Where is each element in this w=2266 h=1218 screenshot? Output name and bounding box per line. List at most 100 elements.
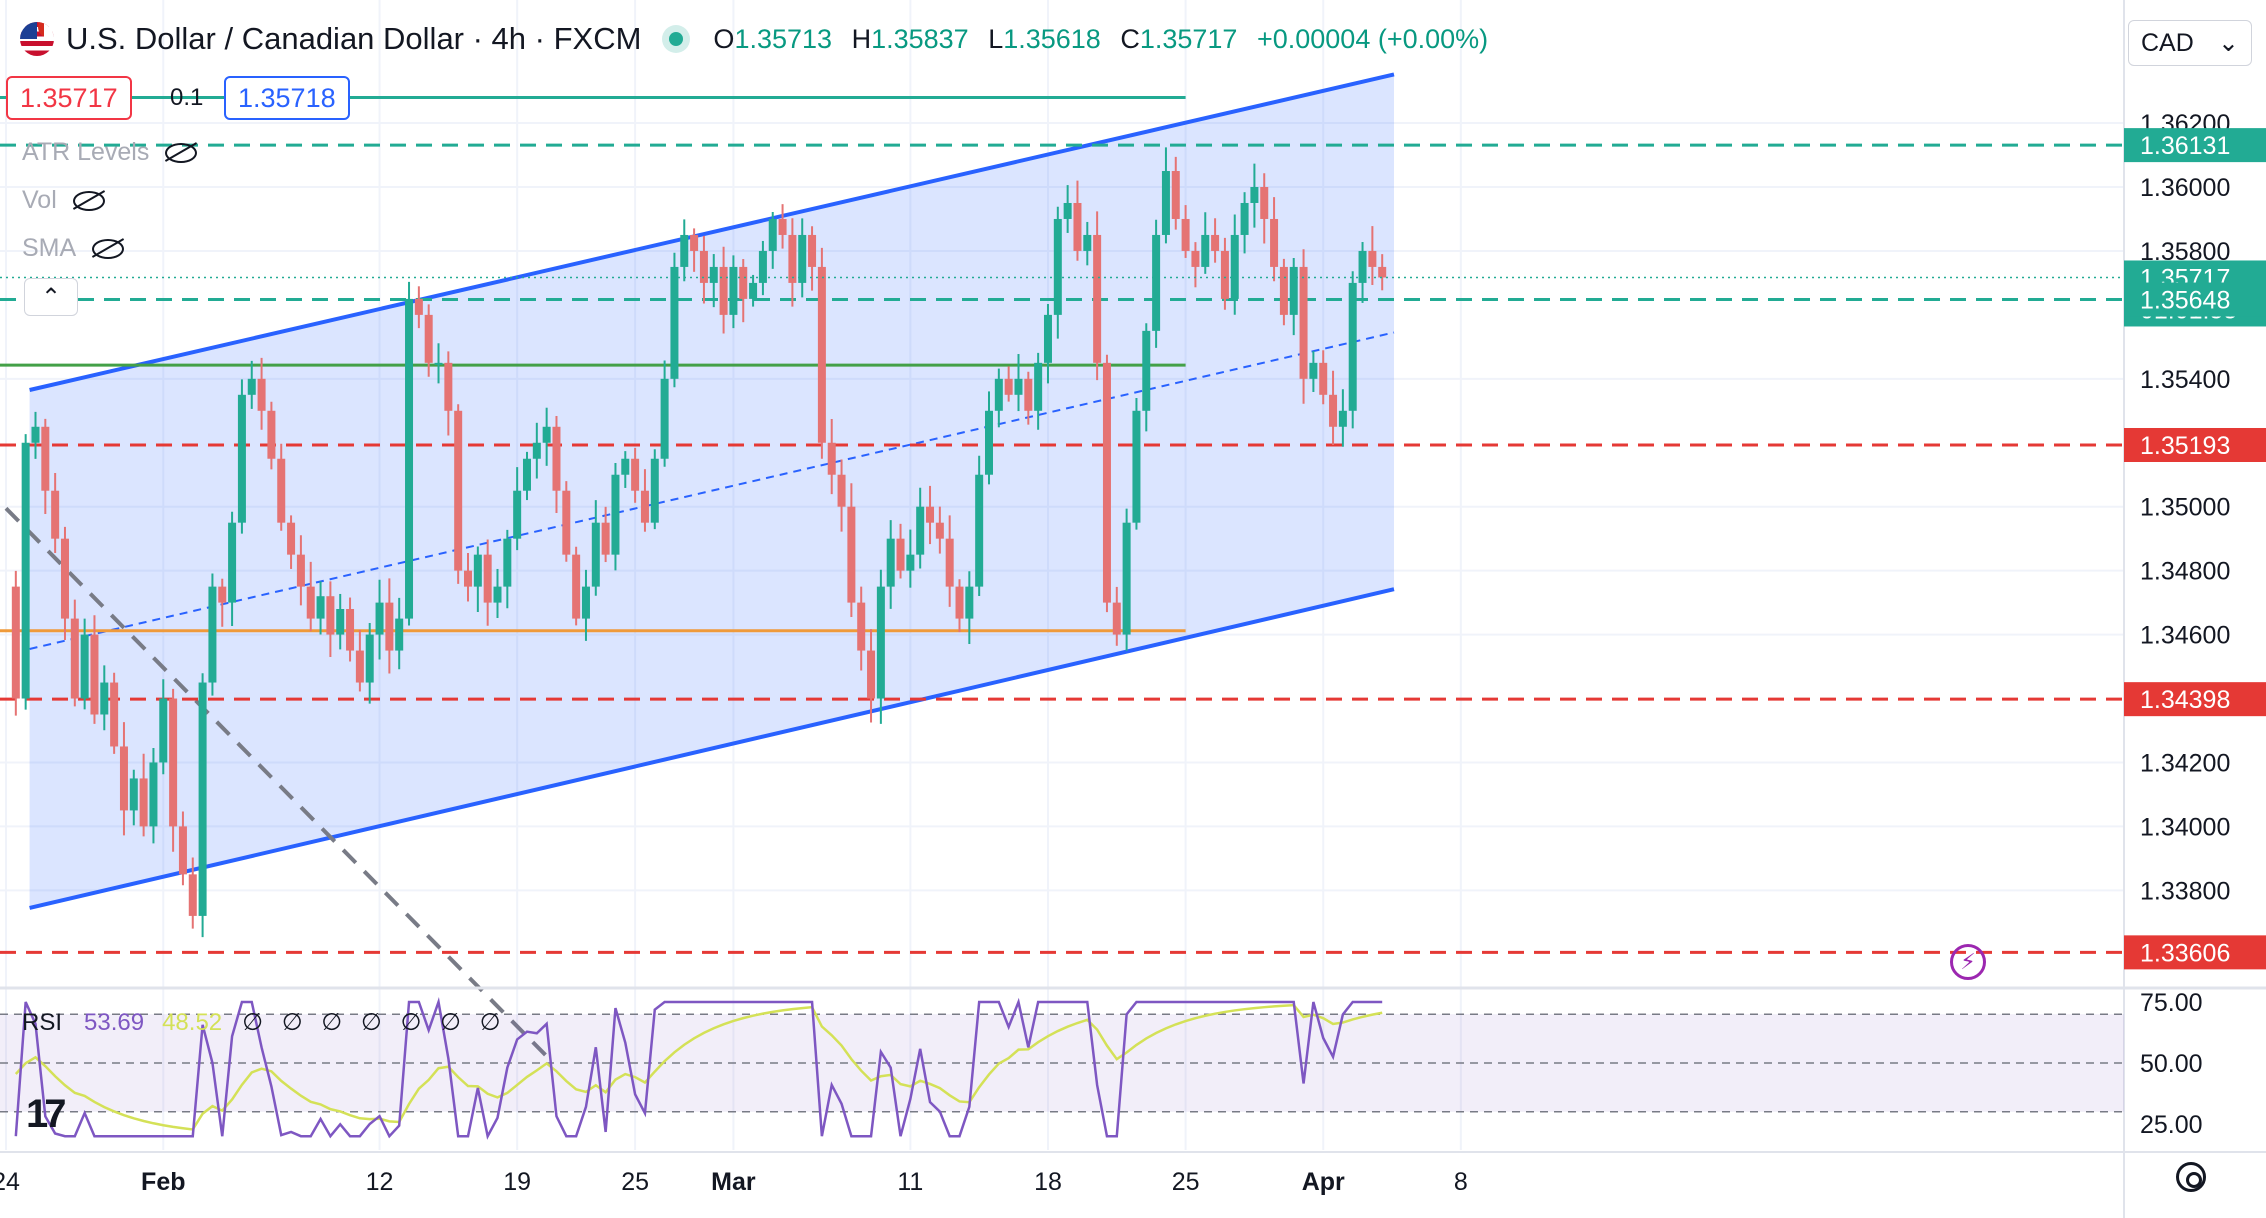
candle [473, 546, 482, 613]
usd-cad-flag-icon [20, 22, 54, 56]
candle [149, 748, 158, 844]
rsi-tick-label: 50.00 [2140, 1050, 2203, 1078]
candle-body [778, 218, 787, 235]
candle-body [1132, 410, 1141, 523]
eye-hidden-icon[interactable] [165, 142, 198, 163]
candle-body [1122, 522, 1131, 635]
candle-body [414, 298, 423, 315]
candle-body [1161, 171, 1170, 235]
candle-body [1368, 250, 1377, 267]
candle [581, 569, 590, 641]
candle [31, 411, 40, 459]
candle [562, 481, 571, 562]
candle-body [296, 554, 305, 587]
sell-button[interactable]: 1.35717 [6, 76, 132, 120]
candle [296, 535, 305, 606]
indicator-vol[interactable]: Vol [22, 186, 105, 215]
dashed-trendline [4, 506, 551, 1060]
candle-body [719, 266, 728, 315]
time-tick-label: Feb [141, 1168, 185, 1196]
candle [1270, 197, 1279, 282]
candle [70, 599, 79, 707]
candle [1122, 508, 1131, 651]
candle-body [41, 426, 50, 491]
candle-body [1093, 234, 1102, 363]
candle [1093, 211, 1102, 381]
candle [346, 597, 355, 662]
candle-body [1240, 202, 1249, 235]
price-change: +0.00004 (+0.00%) [1256, 23, 1489, 54]
candle [1368, 226, 1377, 286]
candle-body [434, 362, 443, 365]
eye-hidden-icon[interactable] [92, 238, 125, 259]
currency-selector[interactable]: CAD ⌄ [2128, 20, 2252, 66]
candle-body [31, 426, 40, 443]
candle [218, 578, 227, 627]
candle [1132, 398, 1141, 530]
lightning-icon[interactable]: ⚡ [1950, 944, 1986, 980]
candle [287, 515, 296, 569]
candle-body [1329, 394, 1338, 427]
channel-upper-line [29, 72, 1395, 392]
symbol-title[interactable]: U.S. Dollar / Canadian Dollar · 4h · FXC… [66, 21, 642, 56]
candle [631, 447, 640, 503]
candle-body [80, 634, 89, 699]
candle-body [237, 394, 246, 523]
candle [1112, 586, 1121, 646]
candle-body [591, 522, 600, 587]
indicator-atr-levels[interactable]: ATR Levels [22, 138, 198, 167]
candle-body [699, 250, 708, 283]
candle-body [287, 522, 296, 555]
candle [424, 304, 433, 377]
candle [1201, 212, 1210, 274]
gear-icon[interactable] [2176, 1162, 2206, 1192]
ohlc-values: O1.35713 H1.35837 L1.35618 C1.35717 +0.0… [713, 23, 1489, 54]
candle-body [385, 602, 394, 651]
candle [699, 235, 708, 304]
candle [926, 485, 935, 545]
candle [670, 252, 679, 388]
candle [1279, 258, 1288, 326]
rsi-tick-label: 25.00 [2140, 1111, 2203, 1139]
candle-body [375, 602, 384, 635]
candle [355, 629, 364, 692]
candle-body [169, 698, 178, 827]
collapse-indicators-button[interactable]: ⌃ [24, 278, 78, 316]
candle [601, 506, 610, 563]
candle [395, 597, 404, 670]
rsi-pane: 75.00 50.00 25.00 [0, 986, 2266, 1140]
candle [1309, 351, 1318, 392]
candle-body [365, 634, 374, 683]
candle [1378, 254, 1387, 291]
candle-body [1073, 202, 1082, 251]
candle [257, 357, 266, 430]
candle-body [1289, 266, 1298, 315]
candle [522, 451, 531, 501]
market-open-status-icon [669, 32, 684, 46]
eye-hidden-icon[interactable] [72, 190, 105, 211]
candle-body [601, 522, 610, 555]
indicator-sma[interactable]: SMA [22, 234, 125, 263]
time-tick-label: 12 [366, 1168, 394, 1196]
candle [11, 570, 20, 716]
candle-body [178, 826, 187, 875]
candle [1181, 205, 1190, 258]
candle-body [110, 682, 119, 747]
rsi-line [14, 997, 1383, 1140]
price-tick-label: 1.36000 [2140, 174, 2230, 202]
candle-body [896, 538, 905, 571]
candle [1004, 366, 1013, 402]
candle [611, 462, 620, 571]
candle [51, 473, 60, 553]
chevron-up-icon: ⌃ [40, 283, 62, 311]
candle-body [1181, 218, 1190, 251]
candle-body [532, 442, 541, 459]
candle-body [906, 554, 915, 571]
candle-body [985, 410, 993, 475]
candle [198, 673, 207, 938]
candle [1240, 192, 1249, 254]
candle [1152, 219, 1161, 348]
candle [159, 679, 168, 775]
buy-button[interactable]: 1.35718 [224, 76, 350, 120]
